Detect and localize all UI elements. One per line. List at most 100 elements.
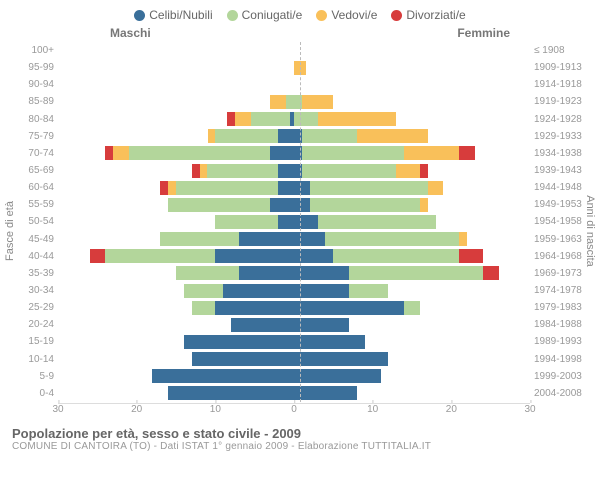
female-bar xyxy=(294,181,530,195)
male-bar xyxy=(58,146,294,160)
male-bar xyxy=(58,352,294,366)
x-axis: 3020100102030 xyxy=(58,404,530,420)
bar-segment xyxy=(184,335,294,349)
bar-segment xyxy=(215,215,278,229)
bar-segment xyxy=(357,129,428,143)
age-label: 55-59 xyxy=(10,199,58,210)
legend: Celibi/Nubili Coniugati/e Vedovi/e Divorzia… xyxy=(0,0,600,22)
bar-segment xyxy=(160,181,168,195)
female-bar xyxy=(294,386,530,400)
bar-segment xyxy=(302,146,404,160)
birth-year-label: 1929-1933 xyxy=(530,131,592,142)
pyramid-row: 15-191989-1993 xyxy=(58,333,530,350)
age-label: 15-19 xyxy=(10,336,58,347)
bar-segment xyxy=(396,164,420,178)
age-label: 90-94 xyxy=(10,79,58,90)
pyramid-row: 35-391969-1973 xyxy=(58,265,530,282)
female-bar xyxy=(294,129,530,143)
bar-segment xyxy=(325,232,459,246)
pyramid-row: 70-741934-1938 xyxy=(58,145,530,162)
male-bar xyxy=(58,164,294,178)
female-bar xyxy=(294,95,530,109)
bar-segment xyxy=(168,198,270,212)
bar-segment xyxy=(239,232,294,246)
legend-item: Coniugati/e xyxy=(227,8,303,22)
bar-segment xyxy=(129,146,271,160)
birth-year-label: 1919-1923 xyxy=(530,96,592,107)
male-bar xyxy=(58,215,294,229)
bar-segment xyxy=(294,266,349,280)
birth-year-label: 1994-1998 xyxy=(530,354,592,365)
female-bar xyxy=(294,369,530,383)
female-bar xyxy=(294,249,530,263)
male-bar xyxy=(58,95,294,109)
birth-year-label: 1954-1958 xyxy=(530,216,592,227)
pyramid-row: 10-141994-1998 xyxy=(58,351,530,368)
birth-year-label: 1949-1953 xyxy=(530,199,592,210)
male-bar xyxy=(58,112,294,126)
age-label: 5-9 xyxy=(10,371,58,382)
bar-segment xyxy=(90,249,106,263)
chart-area: Fasce di età Anni di nascita 100+≤ 19089… xyxy=(10,42,590,420)
age-label: 85-89 xyxy=(10,96,58,107)
legend-label: Celibi/Nubili xyxy=(149,8,212,22)
legend-label: Vedovi/e xyxy=(331,8,377,22)
bar-segment xyxy=(349,284,388,298)
pyramid-row: 50-541954-1958 xyxy=(58,213,530,230)
male-bar xyxy=(58,44,294,58)
birth-year-label: 1979-1983 xyxy=(530,302,592,313)
pyramid-row: 100+≤ 1908 xyxy=(58,42,530,59)
bar-segment xyxy=(152,369,294,383)
birth-year-label: ≤ 1908 xyxy=(530,45,592,56)
bar-segment xyxy=(349,266,483,280)
male-bar xyxy=(58,318,294,332)
birth-year-label: 1939-1943 xyxy=(530,165,592,176)
bar-segment xyxy=(294,318,349,332)
birth-year-label: 1974-1978 xyxy=(530,285,592,296)
female-bar xyxy=(294,318,530,332)
pyramid-row: 20-241984-1988 xyxy=(58,316,530,333)
bar-segment xyxy=(270,198,294,212)
female-bar xyxy=(294,232,530,246)
pyramid-row: 55-591949-1953 xyxy=(58,196,530,213)
bar-segment xyxy=(278,181,294,195)
birth-year-label: 1914-1918 xyxy=(530,79,592,90)
bar-segment xyxy=(302,164,396,178)
legend-swatch xyxy=(316,10,327,21)
female-bar xyxy=(294,335,530,349)
bar-segment xyxy=(200,164,208,178)
pyramid-row: 5-91999-2003 xyxy=(58,368,530,385)
footer-title: Popolazione per età, sesso e stato civil… xyxy=(12,426,588,441)
bar-segment xyxy=(251,112,290,126)
male-bar xyxy=(58,129,294,143)
pyramid-row: 60-641944-1948 xyxy=(58,179,530,196)
female-bar xyxy=(294,352,530,366)
male-bar xyxy=(58,198,294,212)
bar-segment xyxy=(207,164,278,178)
pyramid-row: 40-441964-1968 xyxy=(58,248,530,265)
female-bar xyxy=(294,164,530,178)
age-label: 75-79 xyxy=(10,131,58,142)
male-bar xyxy=(58,181,294,195)
birth-year-label: 1964-1968 xyxy=(530,251,592,262)
legend-swatch xyxy=(391,10,402,21)
female-bar xyxy=(294,198,530,212)
bar-segment xyxy=(105,249,215,263)
age-label: 100+ xyxy=(10,45,58,56)
legend-item: Divorziati/e xyxy=(391,8,465,22)
bar-segment xyxy=(176,181,278,195)
age-label: 65-69 xyxy=(10,165,58,176)
pyramid-row: 30-341974-1978 xyxy=(58,282,530,299)
bar-segment xyxy=(420,164,428,178)
bar-segment xyxy=(168,386,294,400)
bar-segment xyxy=(192,301,216,315)
pyramid-row: 45-491959-1963 xyxy=(58,231,530,248)
bar-segment xyxy=(294,112,318,126)
bar-segment xyxy=(318,215,436,229)
male-bar xyxy=(58,386,294,400)
bar-segment xyxy=(294,181,310,195)
bar-segment xyxy=(270,146,294,160)
female-bar xyxy=(294,78,530,92)
age-label: 50-54 xyxy=(10,216,58,227)
bar-segment xyxy=(192,164,200,178)
